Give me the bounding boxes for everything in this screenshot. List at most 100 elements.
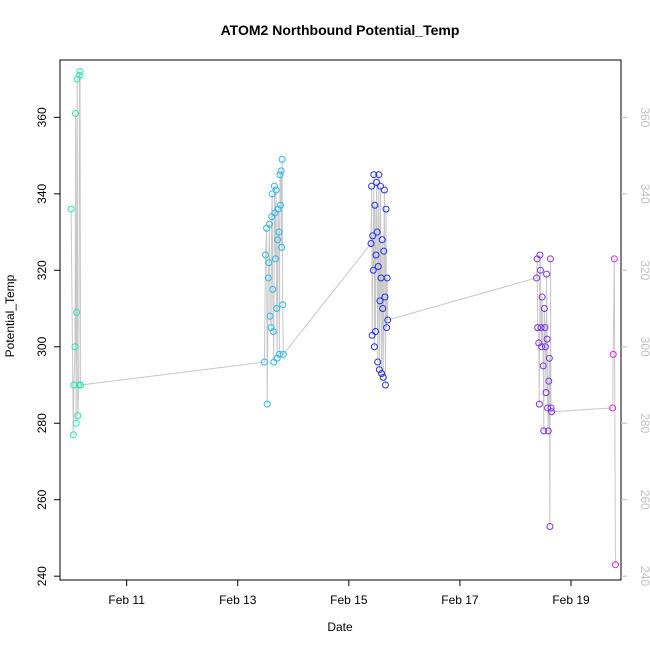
data-point — [378, 370, 386, 378]
data-point — [270, 182, 278, 190]
data-point — [67, 205, 75, 213]
x-tick-label: Feb 11 — [108, 593, 145, 607]
data-point — [69, 431, 77, 439]
x-tick-label: Feb 19 — [552, 593, 590, 607]
y-tick-label: 320 — [35, 260, 49, 280]
y-right-tick-label: 300 — [638, 337, 650, 357]
data-point — [76, 67, 84, 75]
data-point — [265, 259, 273, 267]
data-point — [367, 240, 375, 248]
y-tick-label: 340 — [35, 183, 49, 203]
data-point — [534, 324, 542, 332]
data-point — [538, 293, 546, 301]
connector-lines-layer — [70, 71, 616, 565]
data-point — [545, 377, 553, 385]
data-point — [73, 308, 81, 316]
data-point — [70, 381, 78, 389]
data-point — [72, 110, 80, 118]
data-point — [275, 228, 283, 236]
x-axis-label: Date — [327, 620, 353, 634]
data-point — [381, 381, 389, 389]
data-point — [376, 182, 384, 190]
data-point — [540, 427, 548, 435]
data-point — [376, 297, 384, 305]
data-point — [542, 389, 550, 397]
data-point — [371, 327, 379, 335]
data-point — [278, 243, 286, 251]
y-right-tick-label: 320 — [638, 260, 650, 280]
data-point — [374, 262, 382, 270]
y-axis-label: Potential_Temp — [3, 274, 17, 357]
data-point — [373, 178, 381, 186]
y-right-tick-label: 360 — [638, 107, 650, 127]
data-point — [273, 305, 281, 313]
data-point — [539, 362, 547, 370]
data-point — [382, 205, 390, 213]
data-point — [541, 324, 549, 332]
data-point — [546, 522, 554, 530]
data-point — [278, 155, 286, 163]
data-point — [546, 255, 554, 263]
data-point — [274, 236, 282, 244]
plot-area — [59, 59, 622, 581]
y-tick-label: 240 — [35, 566, 49, 586]
data-point — [72, 419, 80, 427]
data-point — [536, 266, 544, 274]
data-point — [378, 236, 386, 244]
data-point — [370, 343, 378, 351]
data-point — [266, 312, 274, 320]
data-point — [75, 71, 83, 79]
data-point — [368, 182, 376, 190]
data-point — [533, 274, 541, 282]
data-point — [540, 305, 548, 313]
data-point — [544, 427, 552, 435]
data-point — [371, 201, 379, 209]
data-point — [611, 561, 619, 569]
y-tick-label: 260 — [35, 489, 49, 509]
data-point — [71, 343, 79, 351]
y-right-tick-label: 280 — [638, 413, 650, 433]
data-point — [537, 324, 545, 332]
data-point — [268, 190, 276, 198]
y-tick-label: 280 — [35, 413, 49, 433]
data-points-layer — [67, 67, 619, 569]
data-point — [279, 350, 287, 358]
connector-line — [70, 71, 616, 565]
data-point — [544, 404, 552, 412]
y-tick-label: 360 — [35, 107, 49, 127]
data-point — [535, 400, 543, 408]
data-point — [374, 358, 382, 366]
data-point — [279, 301, 287, 309]
data-point — [609, 350, 617, 358]
data-point — [379, 373, 387, 381]
data-point — [276, 171, 284, 179]
axes-layer: Feb 11 Feb 13 Feb 15 Feb 17 Feb 19 240 260 280 3… — [35, 107, 650, 607]
data-point — [267, 324, 275, 332]
data-point — [547, 404, 555, 412]
y-right-tick-label: 240 — [638, 566, 650, 586]
data-point — [274, 205, 282, 213]
data-point — [610, 255, 618, 263]
data-point — [74, 412, 82, 420]
x-tick-label: Feb 13 — [219, 593, 257, 607]
y-right-tick-label: 340 — [638, 184, 650, 204]
data-point — [73, 75, 81, 83]
data-point — [381, 293, 389, 301]
y-tick-label: 300 — [35, 336, 49, 356]
data-point — [383, 274, 391, 282]
data-point — [277, 167, 285, 175]
data-point — [272, 255, 280, 263]
data-point — [372, 251, 380, 259]
data-point — [536, 251, 544, 259]
data-point — [262, 251, 270, 259]
data-point — [77, 381, 85, 389]
data-point — [383, 324, 391, 332]
data-point — [277, 201, 285, 209]
data-point — [548, 408, 556, 416]
data-point — [375, 366, 383, 374]
x-tick-label: Feb 15 — [330, 593, 368, 607]
data-point — [380, 186, 388, 194]
data-point — [538, 343, 546, 351]
data-point — [263, 400, 271, 408]
data-point — [265, 220, 273, 228]
